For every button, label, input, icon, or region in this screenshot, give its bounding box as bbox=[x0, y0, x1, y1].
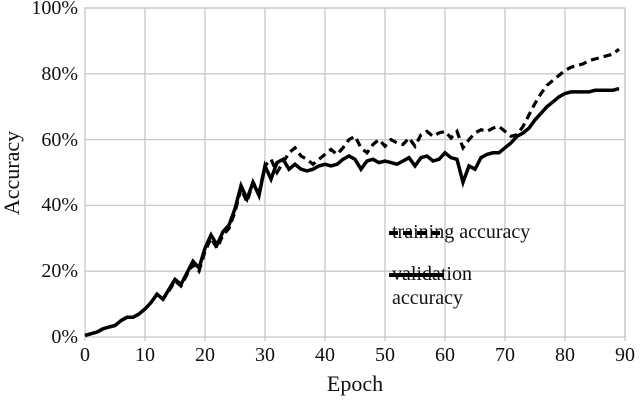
x-tick-label: 90 bbox=[615, 344, 635, 366]
x-tick-label: 50 bbox=[375, 344, 395, 366]
x-tick-label: 60 bbox=[435, 344, 455, 366]
x-tick-label: 0 bbox=[80, 344, 90, 366]
y-axis-title: Accuracy bbox=[0, 130, 24, 216]
x-axis-title: Epoch bbox=[326, 371, 384, 396]
training-line-sample-icon bbox=[389, 231, 444, 235]
x-tick-label: 30 bbox=[255, 344, 275, 366]
plot-border bbox=[84, 7, 626, 338]
x-tick-label: 70 bbox=[495, 344, 515, 366]
x-tick-label: 10 bbox=[135, 344, 155, 366]
series-line-training-accuracy bbox=[84, 47, 621, 337]
x-tick-label: 80 bbox=[555, 344, 575, 366]
legend-label-validation: validation accuracy bbox=[392, 263, 472, 309]
y-tick-label: 0% bbox=[51, 326, 78, 348]
x-tick-label: 40 bbox=[315, 344, 335, 366]
series-line-validation-accuracy bbox=[84, 86, 620, 338]
legend-item-validation: validation accuracy bbox=[388, 262, 522, 310]
validation-line-sample-icon bbox=[389, 273, 444, 277]
y-tick-label: 100% bbox=[31, 0, 78, 19]
y-tick-label: 80% bbox=[41, 62, 78, 85]
x-tick-label: 20 bbox=[195, 344, 215, 366]
legend-label-training: training accuracy bbox=[392, 221, 531, 243]
y-tick-label: 60% bbox=[41, 128, 78, 151]
y-tick-label: 20% bbox=[41, 260, 78, 283]
legend-item-training: training accuracy bbox=[388, 220, 530, 244]
y-tick-label: 40% bbox=[41, 194, 78, 217]
